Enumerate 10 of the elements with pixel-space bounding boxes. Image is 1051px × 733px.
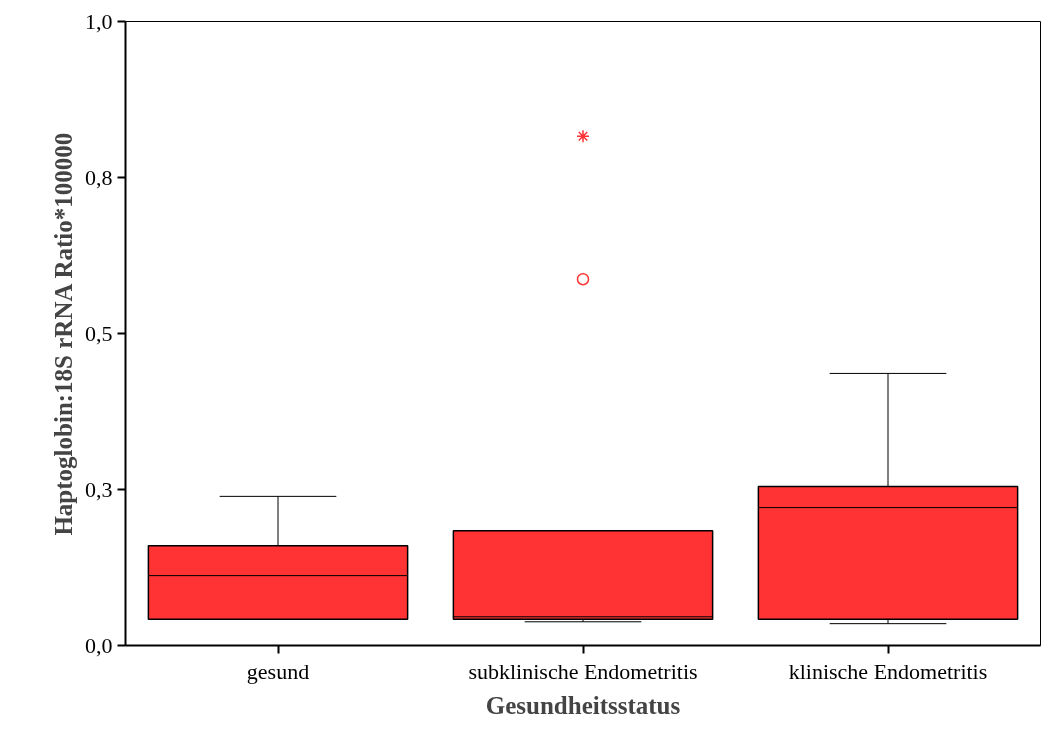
y-axis-title: Haptoglobin:18S rRNA Ratio*100000 bbox=[50, 132, 77, 536]
x-tick-label: klinische Endometritis bbox=[788, 658, 988, 684]
y-tick-label: 0,8 bbox=[85, 164, 113, 190]
x-tick-label: gesund bbox=[246, 658, 310, 684]
x-tick-label: subklinische Endometritis bbox=[468, 658, 698, 684]
y-tick-label: 0,3 bbox=[85, 476, 113, 502]
x-axis-title: Gesundheitsstatus bbox=[485, 691, 681, 719]
y-tick-label: 1,0 bbox=[85, 8, 113, 34]
y-tick-label: 0,0 bbox=[85, 632, 113, 658]
y-tick-label: 0,5 bbox=[85, 320, 113, 346]
